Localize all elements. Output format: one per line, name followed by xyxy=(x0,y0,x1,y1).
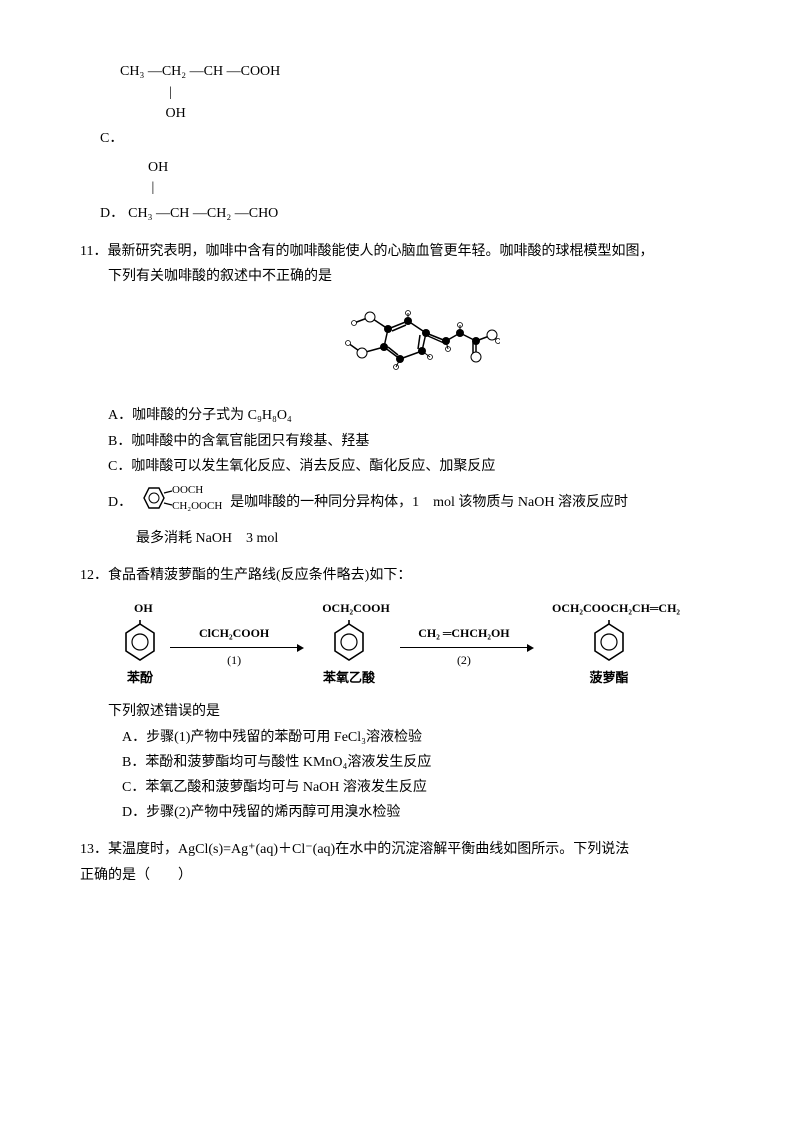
chem-line: | xyxy=(120,85,720,102)
q11-opt-c: C．咖啡酸可以发生氧化反应、消去反应、酯化反应、加聚反应 xyxy=(108,454,720,479)
q11-optd-tail: 是咖啡酸的一种同分异构体，1 mol 该物质与 NaOH 溶液反应时 xyxy=(230,490,628,515)
q12-opt-b: B．苯酚和菠萝酯均可与酸性 KMnO₄溶液发生反应 xyxy=(122,750,720,775)
chem-line: CH₃ —CH —CH₂ —CHO xyxy=(128,206,278,223)
option-d-label: D． xyxy=(100,201,124,226)
q12-opt-a: A．步骤(1)产物中残留的苯酚可用 FeCl₃溶液检验 xyxy=(122,725,720,750)
question-12: 12．食品香精菠萝酯的生产路线(反应条件略去)如下： OH 苯酚 ClCH₂CO… xyxy=(80,563,720,825)
q11-stem-2: 下列有关咖啡酸的叙述中不正确的是 xyxy=(108,264,720,289)
q13-stem-1: 13．某温度时，AgCl(s)=Ag⁺(aq)＋Cl⁻(aq)在水中的沉淀溶解平… xyxy=(80,837,720,862)
option-c-structure: CH₃ —CH₂ —CH —COOH | OH xyxy=(80,64,720,122)
svg-text:OOCH: OOCH xyxy=(172,484,203,496)
q12-opt-c: C．苯氧乙酸和菠萝酯均可与 NaOH 溶液发生反应 xyxy=(122,775,720,800)
chem-line: OH xyxy=(120,160,720,177)
q11-opt-d: D． OOCH CH₂OOCH 是咖啡酸的一种同分异构体，1 mol 该物质与 … xyxy=(108,479,720,526)
q11-optd-line2: 最多消耗 NaOH 3 mol xyxy=(136,526,720,551)
chem-line: OH xyxy=(120,106,720,123)
question-11: 11．最新研究表明，咖啡中含有的咖啡酸能使人的心脑血管更年轻。咖啡酸的球棍模型如… xyxy=(80,239,720,551)
q13-stem-2: 正确的是（ ） xyxy=(80,863,720,888)
q12-opt-d: D．步骤(2)产物中残留的烯丙醇可用溴水检验 xyxy=(122,800,720,825)
reaction-scheme: OH 苯酚 ClCH₂COOH (1) OCH₂COOH 苯氧乙酸 CH₂ ═C… xyxy=(120,598,680,689)
ball-stick-model xyxy=(80,301,720,391)
q11-opt-b: B．咖啡酸中的含氧官能团只有羧基、羟基 xyxy=(108,429,720,454)
reaction-arrow-2: CH₂ ═CHCH₂OH (2) xyxy=(390,623,538,689)
question-13: 13．某温度时，AgCl(s)=Ag⁺(aq)＋Cl⁻(aq)在水中的沉淀溶解平… xyxy=(80,837,720,887)
q11-opt-a: A．咖啡酸的分子式为 C₉H₈O₄ xyxy=(108,403,720,428)
q11-stem-1: 11．最新研究表明，咖啡中含有的咖啡酸能使人的心脑血管更年轻。咖啡酸的球棍模型如… xyxy=(80,239,720,264)
compound-phenoxyacetic: OCH₂COOH 苯氧乙酸 xyxy=(308,598,390,689)
q11-optd-prefix: D． xyxy=(108,490,132,515)
chem-line: | xyxy=(120,180,720,197)
option-d-structure: OH | D． CH₃ —CH —CH₂ —CHO xyxy=(80,160,720,227)
svg-text:CH₂OOCH: CH₂OOCH xyxy=(172,500,222,512)
chem-line: CH₃ —CH₂ —CH —COOH xyxy=(120,64,720,81)
q11-optd-struct: OOCH CH₂OOCH xyxy=(132,479,222,526)
q12-sub: 下列叙述错误的是 xyxy=(108,699,720,724)
q12-stem: 12．食品香精菠萝酯的生产路线(反应条件略去)如下： xyxy=(80,563,720,588)
compound-pineapple-ester: OCH₂COOCH₂CH═CH₂ 菠萝酯 xyxy=(538,598,680,689)
reaction-arrow-1: ClCH₂COOH (1) xyxy=(160,623,308,689)
compound-phenol: OH 苯酚 xyxy=(120,598,160,689)
option-c-label: C． xyxy=(100,126,720,151)
